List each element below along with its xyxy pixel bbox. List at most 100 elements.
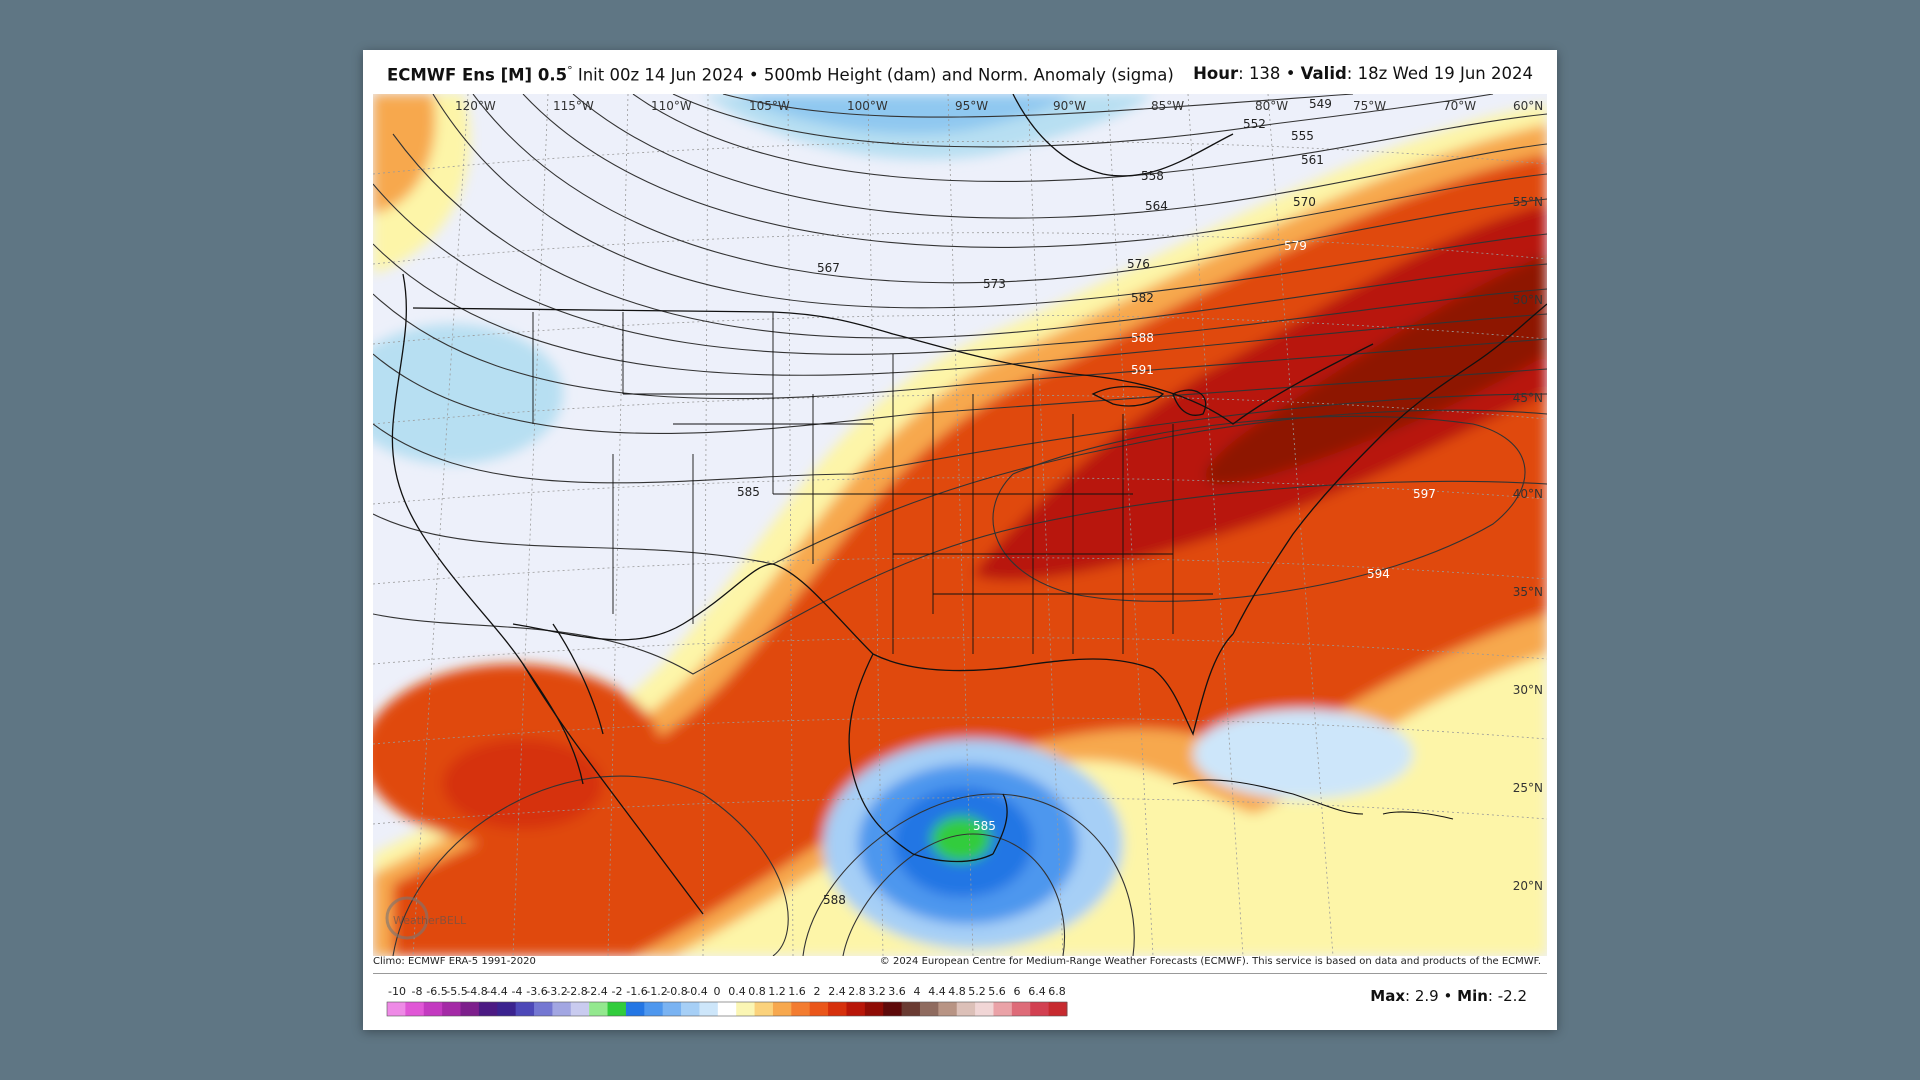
lon-label: 80°W bbox=[1255, 99, 1288, 113]
lon-label: 95°W bbox=[955, 99, 988, 113]
max-label: Max bbox=[1370, 987, 1406, 1005]
colorbar-swatch bbox=[662, 1002, 682, 1016]
colorbar-label: 6.4 bbox=[1028, 985, 1046, 998]
colorbar-label: -4.4 bbox=[486, 985, 507, 998]
positive-anomaly-dark-red bbox=[973, 204, 1547, 581]
colorbar-label: -0.4 bbox=[686, 985, 707, 998]
colorbar-label: -3.2 bbox=[546, 985, 567, 998]
west-coast bbox=[391, 273, 704, 915]
colorbar-swatch bbox=[754, 1002, 774, 1016]
min-label: Min bbox=[1457, 987, 1488, 1005]
lat-label: 55°N bbox=[1513, 195, 1543, 209]
hour-label: Hour bbox=[1193, 64, 1239, 83]
colorbar-swatch bbox=[846, 1002, 866, 1016]
watermark-text: WeatherBELL bbox=[393, 914, 467, 927]
colorbar-label: -5.5 bbox=[446, 985, 467, 998]
longitude-labels: 120°W 115°W 110°W 105°W 100°W 95°W 90°W … bbox=[455, 99, 1543, 113]
colorbar-swatch bbox=[956, 1002, 976, 1016]
max-min-readout: Max: 2.9 • Min: -2.2 bbox=[1370, 987, 1527, 1005]
lat-label: 50°N bbox=[1513, 293, 1543, 307]
colorbar-label: 2 bbox=[814, 985, 821, 998]
hour-value: 138 bbox=[1248, 64, 1281, 83]
colorbar-swatch bbox=[497, 1002, 517, 1016]
colorbar-swatch bbox=[478, 1002, 498, 1016]
colorbar-swatch bbox=[1030, 1002, 1050, 1016]
contour-label: 597 bbox=[1413, 487, 1436, 501]
contour-label: 555 bbox=[1291, 129, 1314, 143]
positive-anomaly-darkest bbox=[1205, 254, 1547, 485]
colorbar-label: 2.4 bbox=[828, 985, 846, 998]
colorbar-label: 4 bbox=[914, 985, 921, 998]
contour-label: 558 bbox=[1141, 169, 1164, 183]
negative-anomaly-blue-north bbox=[733, 94, 1073, 135]
colorbar-swatch bbox=[975, 1002, 994, 1016]
colorbar-swatch bbox=[681, 1002, 700, 1016]
gulf-coast bbox=[872, 633, 1234, 736]
copyright-note: © 2024 European Centre for Medium-Range … bbox=[879, 956, 1541, 967]
colorbar-label: 1.2 bbox=[768, 985, 786, 998]
max-value: 2.9 bbox=[1414, 987, 1439, 1005]
colorbar-swatch bbox=[717, 1002, 737, 1016]
contour-label: 588 bbox=[823, 893, 846, 907]
colorbar-label: -1.6 bbox=[626, 985, 647, 998]
great-lakes bbox=[1091, 385, 1207, 416]
colorbar-swatch bbox=[534, 1002, 553, 1016]
init-time: Init 00z 14 Jun 2024 bbox=[577, 65, 744, 85]
colorbar-swatch bbox=[919, 1002, 939, 1016]
lat-label: 35°N bbox=[1513, 585, 1543, 599]
colorbar-label: -6.5 bbox=[426, 985, 447, 998]
colorbar-swatch bbox=[901, 1002, 921, 1016]
colorbar-swatch bbox=[1048, 1002, 1068, 1016]
colorbar-label: 1.6 bbox=[788, 985, 806, 998]
colorbar-label: 3.2 bbox=[868, 985, 886, 998]
colorbar-label: 2.8 bbox=[848, 985, 866, 998]
colorbar-swatch bbox=[828, 1002, 847, 1016]
lon-label: 85°W bbox=[1151, 99, 1184, 113]
hudson-bay-region bbox=[1012, 94, 1234, 177]
contour-label: 552 bbox=[1243, 117, 1266, 131]
colorbar-swatch bbox=[864, 1002, 884, 1016]
colorbar-swatch bbox=[883, 1002, 903, 1016]
hispaniola bbox=[1382, 811, 1454, 820]
colorbar-swatch bbox=[387, 1002, 406, 1016]
climo-note: Climo: ECMWF ERA-5 1991-2020 bbox=[373, 956, 536, 967]
colorbar-label: 0.8 bbox=[748, 985, 766, 998]
lon-label: 110°W bbox=[651, 99, 692, 113]
colorbar-label: 5.2 bbox=[968, 985, 986, 998]
colorbar-label: -0.8 bbox=[666, 985, 687, 998]
lon-label: 100°W bbox=[847, 99, 888, 113]
colorbar-swatch bbox=[570, 1002, 590, 1016]
header-title: ECMWF Ens [M] 0.5° Init 00z 14 Jun 2024 … bbox=[387, 64, 1174, 85]
lon-label: 120°W bbox=[455, 99, 496, 113]
colorbar-swatch bbox=[809, 1002, 829, 1016]
lat-label: 45°N bbox=[1513, 391, 1543, 405]
degree-sign: ° bbox=[567, 64, 573, 77]
colorbar-swatch bbox=[938, 1002, 958, 1016]
contour-label: 570 bbox=[1293, 195, 1316, 209]
mexico-red-blob bbox=[443, 739, 603, 829]
lon-label: 90°W bbox=[1053, 99, 1086, 113]
contour-label: 561 bbox=[1301, 153, 1324, 167]
colorbar-swatch bbox=[625, 1002, 645, 1016]
colorbar-swatch bbox=[644, 1002, 664, 1016]
colorbar-label: -3.6 bbox=[526, 985, 547, 998]
contour-label: 591 bbox=[1131, 363, 1154, 377]
colorbar-label: -2.4 bbox=[586, 985, 607, 998]
colorbar: -10 -8 -6.5 -5.5 -4.8 -4.4 -4 -3.6 -3.2 -2.8 -2.4-… bbox=[377, 980, 1097, 1020]
colorbar-swatch bbox=[736, 1002, 756, 1016]
contour-label: 585 bbox=[737, 485, 760, 499]
colorbar-swatch bbox=[607, 1002, 627, 1016]
graticule bbox=[373, 94, 1547, 956]
colorbar-label: 4.4 bbox=[928, 985, 946, 998]
colorbar-label: 0.4 bbox=[728, 985, 746, 998]
lon-label: 105°W bbox=[749, 99, 790, 113]
contour-label: 579 bbox=[1284, 239, 1307, 253]
colorbar-swatch bbox=[405, 1002, 425, 1016]
colorbar-swatch bbox=[515, 1002, 535, 1016]
us-mexico-border bbox=[512, 563, 874, 655]
colorbar-label: 6.8 bbox=[1048, 985, 1066, 998]
colorbar-swatch bbox=[1011, 1002, 1031, 1016]
colorbar-label: 5.6 bbox=[988, 985, 1006, 998]
contour-label: 594 bbox=[1367, 567, 1390, 581]
colorbar-swatch bbox=[589, 1002, 609, 1016]
